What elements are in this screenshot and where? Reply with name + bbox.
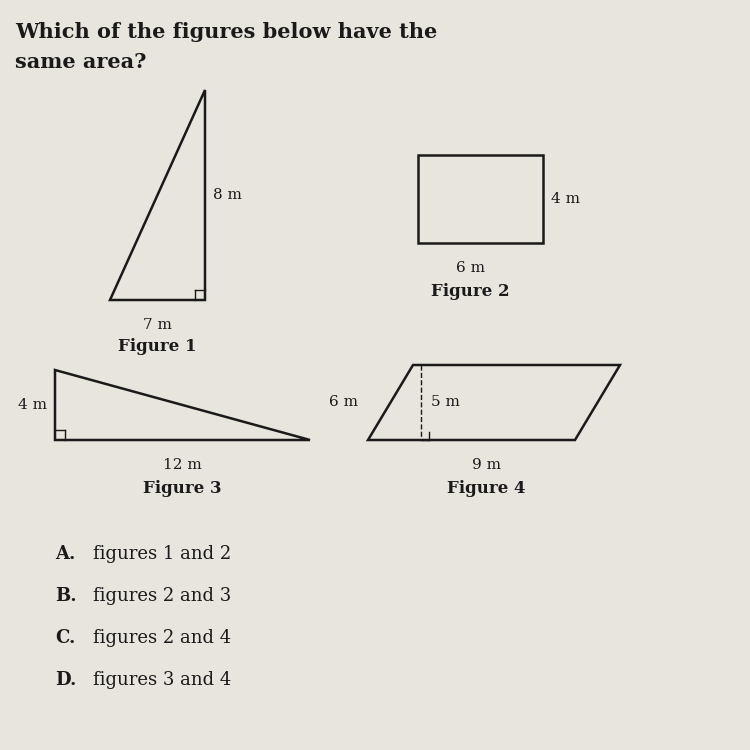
Text: 8 m: 8 m: [213, 188, 242, 202]
Text: Figure 4: Figure 4: [447, 480, 526, 497]
Text: 6 m: 6 m: [456, 261, 485, 275]
Text: Which of the figures below have the: Which of the figures below have the: [15, 22, 437, 42]
Text: 4 m: 4 m: [551, 192, 580, 206]
Text: 6 m: 6 m: [329, 395, 358, 410]
Text: B.: B.: [55, 587, 76, 605]
Text: C.: C.: [55, 629, 75, 647]
Text: 5 m: 5 m: [431, 395, 460, 410]
Text: 12 m: 12 m: [164, 458, 202, 472]
Text: figures 2 and 3: figures 2 and 3: [93, 587, 231, 605]
Text: 4 m: 4 m: [18, 398, 47, 412]
Text: Figure 2: Figure 2: [431, 283, 510, 300]
Text: A.: A.: [55, 545, 75, 563]
Text: figures 1 and 2: figures 1 and 2: [93, 545, 231, 563]
Text: Figure 1: Figure 1: [118, 338, 196, 355]
Text: 9 m: 9 m: [472, 458, 501, 472]
Text: figures 2 and 4: figures 2 and 4: [93, 629, 231, 647]
Text: D.: D.: [55, 671, 76, 689]
Bar: [418, 155, 543, 243]
Text: 7 m: 7 m: [143, 318, 172, 332]
Text: figures 3 and 4: figures 3 and 4: [93, 671, 231, 689]
Text: Figure 3: Figure 3: [143, 480, 222, 497]
Text: same area?: same area?: [15, 52, 146, 72]
